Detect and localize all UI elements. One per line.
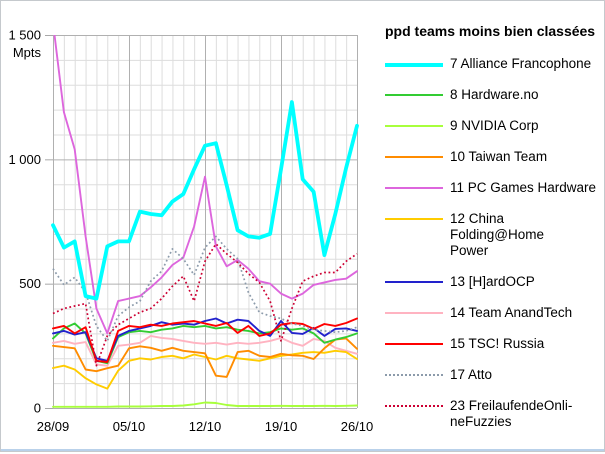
series-line-hardocp — [52, 317, 358, 362]
legend-item-alliance-francophone: 7 Alliance Francophone — [385, 56, 601, 72]
series-line-nvidia-corp — [52, 401, 358, 408]
legend-label-freilaufende-onlinefuzzies: 23 FreilaufendeOnli- neFuzzies — [450, 398, 573, 429]
legend-item-china-folding-home-power: 12 China Folding@Home Power — [385, 211, 601, 259]
chart-legend: ppd teams moins bien classées 7 Alliance… — [385, 23, 601, 445]
legend-swatch-taiwan-team — [385, 156, 443, 158]
legend-swatch-hardocp — [385, 281, 443, 283]
legend-label-pc-games-hardware: 11 PC Games Hardware — [450, 180, 597, 195]
window-bottom-edge — [1, 449, 604, 451]
legend-label-alliance-francophone: 7 Alliance Francophone — [450, 56, 592, 71]
series-line-team-anandtech — [52, 334, 358, 367]
legend-swatch-nvidia-corp — [385, 125, 443, 127]
y-axis-unit-label: Mpts — [13, 45, 42, 60]
legend-item-taiwan-team: 10 Taiwan Team — [385, 149, 601, 165]
legend-item-nvidia-corp: 9 NVIDIA Corp — [385, 118, 601, 134]
x-tick-label: 26/10 — [341, 419, 374, 434]
legend-label-atto: 17 Atto — [450, 367, 493, 382]
legend-label-nvidia-corp: 9 NVIDIA Corp — [450, 118, 539, 133]
legend-title: ppd teams moins bien classées — [385, 23, 596, 39]
legend-swatch-alliance-francophone — [385, 63, 443, 67]
y-tick-label: 0 — [34, 401, 41, 416]
x-tick-label: 19/10 — [265, 419, 298, 434]
y-tick-label: 1 000 — [8, 152, 41, 167]
x-tick-label: 12/10 — [189, 419, 222, 434]
legend-label-china-folding-home-power: 12 China Folding@Home Power — [450, 211, 544, 258]
series-line-tsc-russia — [52, 317, 358, 363]
legend-swatch-freilaufende-onlinefuzzies — [385, 405, 443, 407]
y-tick-label: 1 500 — [8, 28, 41, 43]
legend-label-hardocp: 13 [H]ardOCP — [450, 274, 535, 289]
legend-swatch-atto — [385, 374, 443, 376]
legend-items: 7 Alliance Francophone 8 Hardware.no 9 NVI… — [385, 56, 601, 430]
y-tick-label: 500 — [19, 276, 41, 291]
series-line-taiwan-team — [52, 337, 358, 378]
series-line-alliance-francophone — [51, 100, 359, 301]
legend-label-hardware-no: 8 Hardware.no — [450, 87, 539, 102]
legend-swatch-hardware-no — [385, 94, 443, 96]
legend-swatch-pc-games-hardware — [385, 187, 443, 189]
legend-item-atto: 17 Atto — [385, 367, 601, 383]
axes: 0 500 1 000 1 500 Mpts 28/09 05/10 12/10 19/10 26… — [8, 28, 373, 435]
series-line-freilaufende-onlinefuzzies — [52, 243, 358, 367]
line-chart-plot: 0 500 1 000 1 500 Mpts 28/09 05/10 12/10 19/10 26… — [8, 28, 373, 435]
series-line-china-folding-home-power — [52, 349, 358, 390]
x-tick-label: 05/10 — [113, 419, 146, 434]
legend-swatch-team-anandtech — [385, 312, 443, 314]
legend-label-taiwan-team: 10 Taiwan Team — [450, 149, 548, 164]
legend-item-hardware-no: 8 Hardware.no — [385, 87, 601, 103]
legend-label-team-anandtech: 14 Team AnandTech — [450, 305, 573, 320]
grid-major — [53, 35, 358, 409]
legend-swatch-tsc-russia — [385, 343, 443, 345]
legend-label-tsc-russia: 15 TSC! Russia — [450, 336, 545, 351]
legend-item-team-anandtech: 14 Team AnandTech — [385, 305, 601, 321]
legend-swatch-china-folding-home-power — [385, 218, 443, 220]
series-line-pc-games-hardware — [53, 35, 358, 335]
legend-item-hardocp: 13 [H]ardOCP — [385, 274, 601, 290]
legend-item-freilaufende-onlinefuzzies: 23 FreilaufendeOnli- neFuzzies — [385, 398, 601, 430]
x-tick-label: 28/09 — [37, 419, 70, 434]
legend-item-tsc-russia: 15 TSC! Russia — [385, 336, 601, 352]
legend-item-pc-games-hardware: 11 PC Games Hardware — [385, 180, 601, 196]
series-lines — [51, 35, 359, 408]
